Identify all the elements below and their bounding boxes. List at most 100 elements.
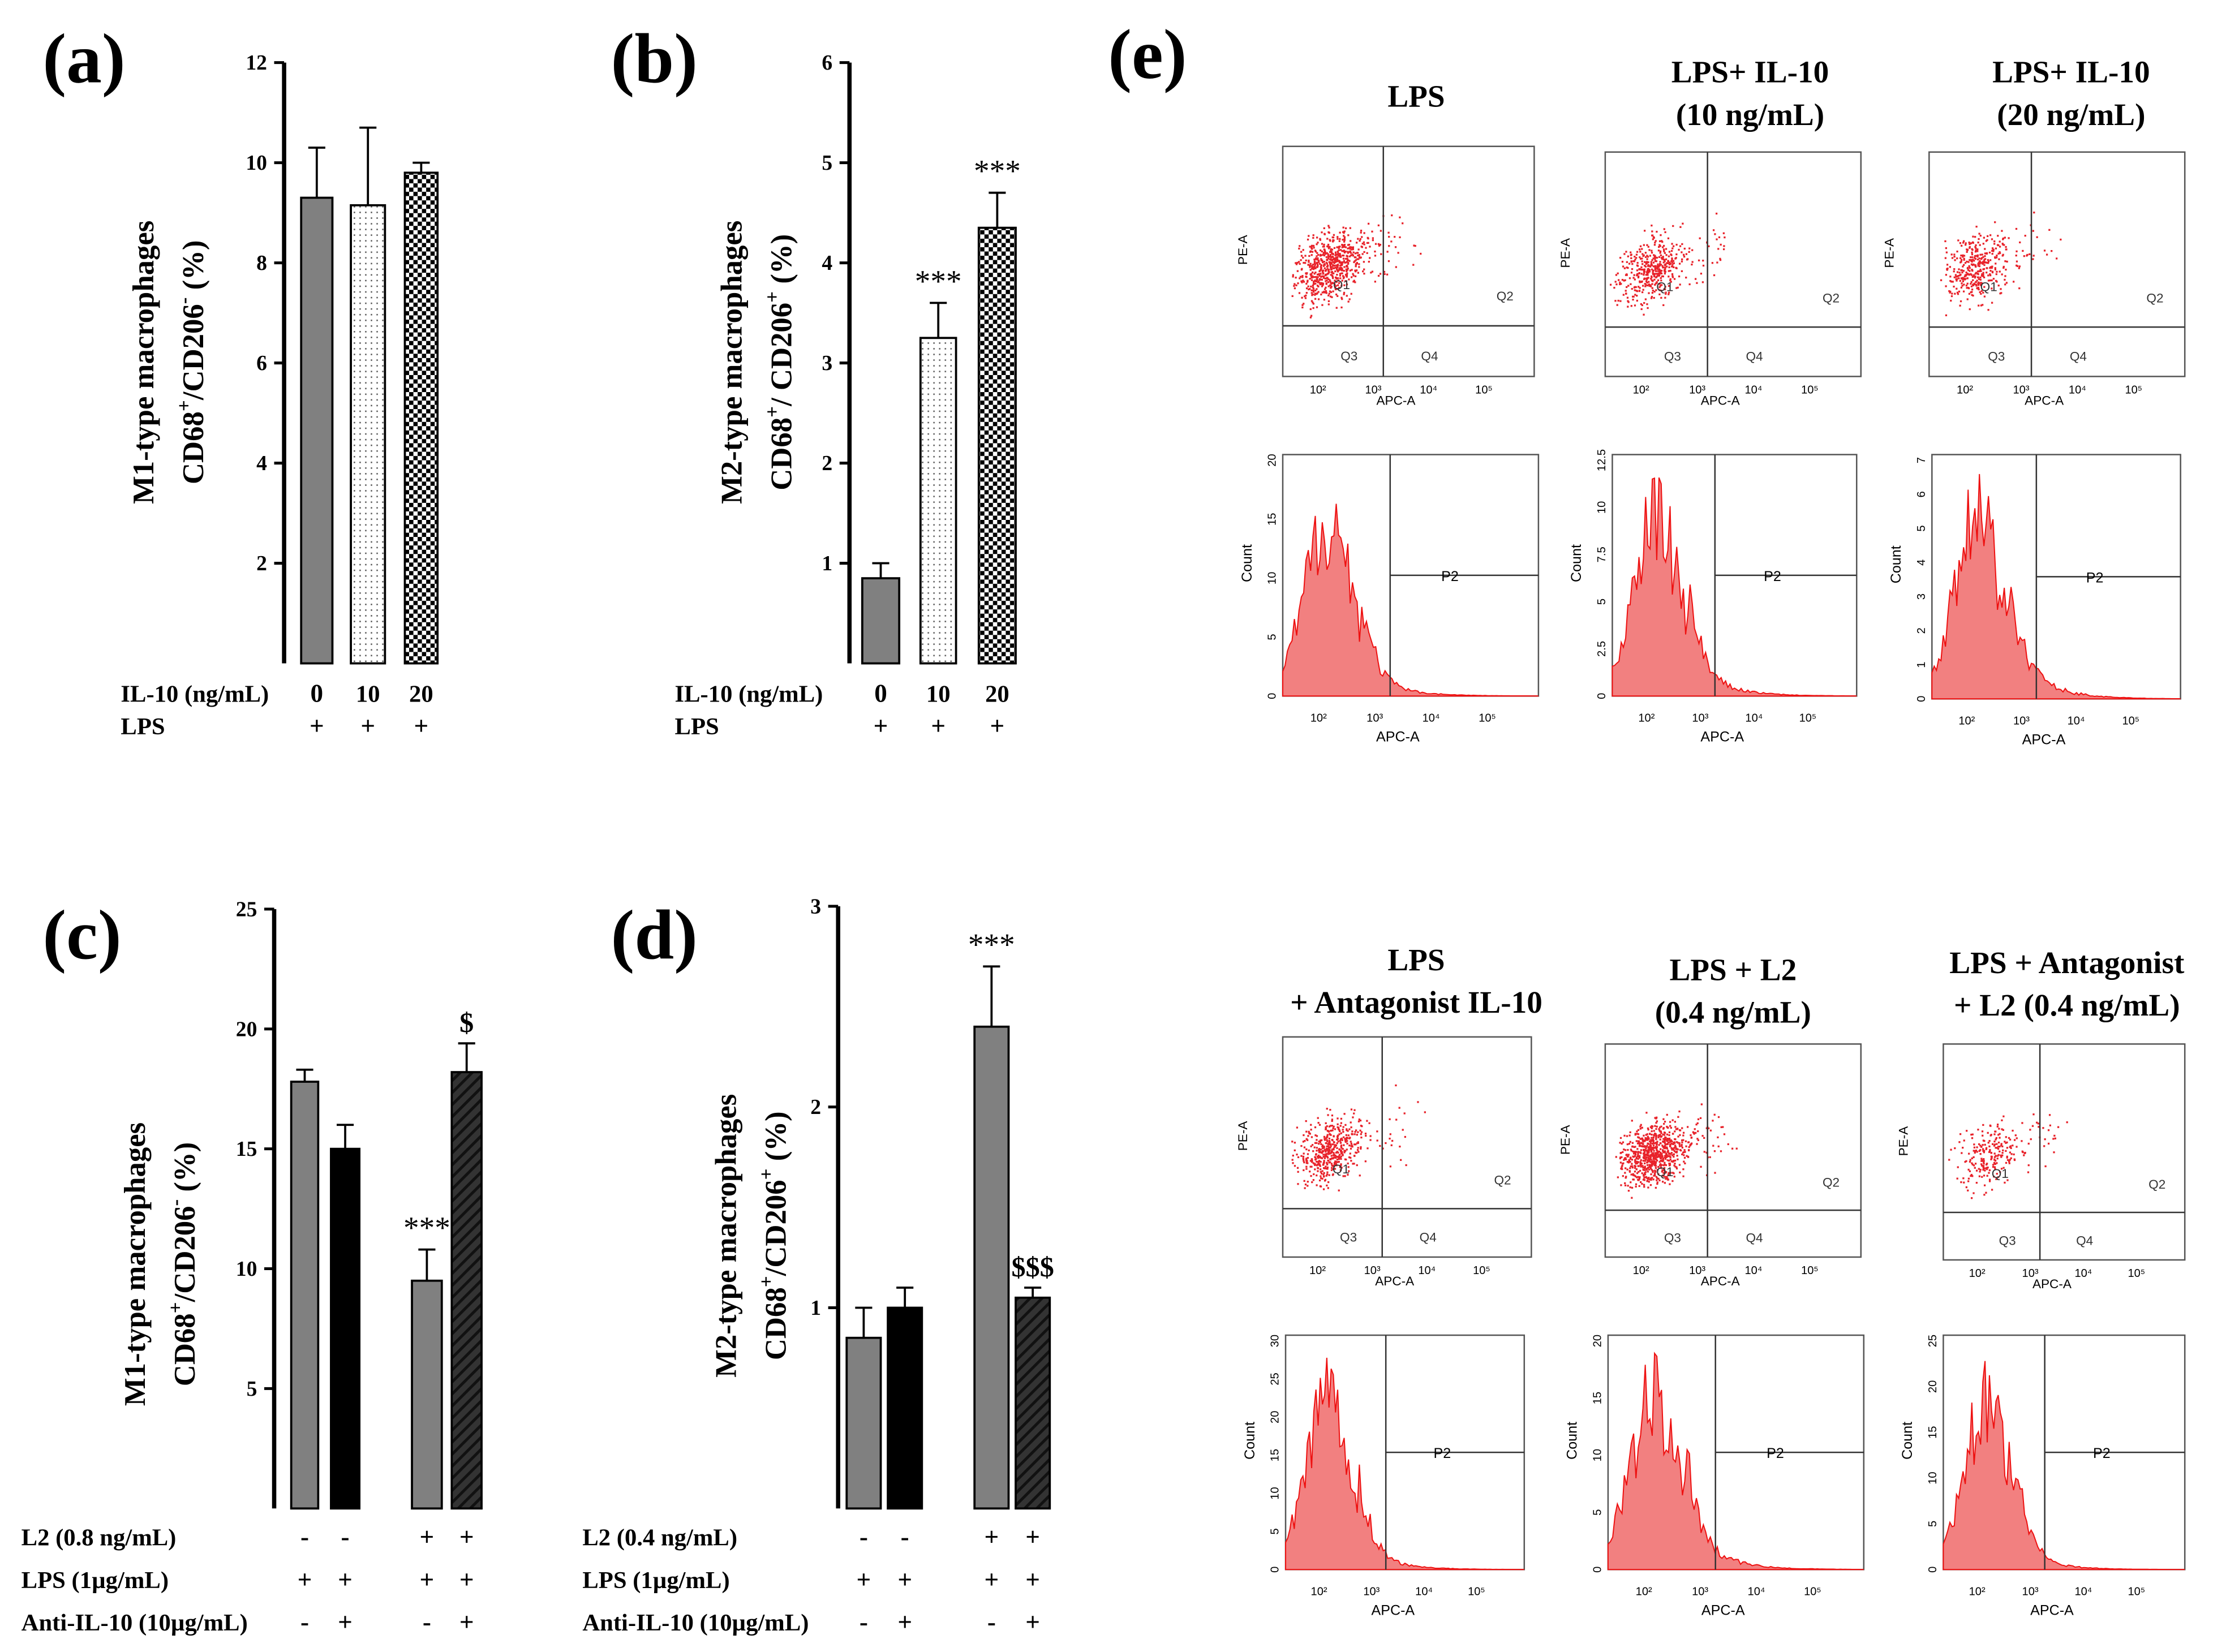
event-dot bbox=[1656, 1182, 1658, 1185]
event-dot bbox=[1695, 1123, 1698, 1126]
event-dot bbox=[1666, 1177, 1669, 1180]
event-dot bbox=[1653, 1130, 1655, 1132]
event-dot bbox=[1318, 1124, 1321, 1126]
event-dot bbox=[1318, 1164, 1321, 1166]
event-dot bbox=[1983, 1150, 1986, 1152]
event-dot bbox=[1652, 1142, 1655, 1145]
event-dot bbox=[1983, 286, 1986, 288]
event-dot bbox=[1641, 253, 1644, 255]
event-dot bbox=[1968, 292, 1971, 295]
event-dot bbox=[1975, 249, 1977, 252]
event-dot bbox=[1678, 1164, 1681, 1166]
event-dot bbox=[1630, 272, 1633, 274]
event-dot bbox=[1312, 276, 1314, 278]
event-dot bbox=[1307, 281, 1309, 283]
event-dot bbox=[1664, 1176, 1666, 1178]
event-dot bbox=[1639, 251, 1641, 253]
y-tick-label: 30 bbox=[1269, 1335, 1281, 1347]
event-dot bbox=[1977, 1129, 1979, 1131]
event-dot bbox=[1987, 260, 1990, 263]
treatment-value: + bbox=[1025, 1608, 1040, 1636]
event-dot bbox=[2018, 267, 2020, 269]
event-dot bbox=[1336, 1158, 1339, 1161]
event-dot bbox=[1970, 1173, 1973, 1176]
event-dot bbox=[1325, 1175, 1327, 1177]
event-dot bbox=[1630, 257, 1632, 260]
event-dot bbox=[1655, 1156, 1657, 1159]
event-dot bbox=[1639, 1169, 1641, 1172]
event-dot bbox=[1329, 1158, 1331, 1160]
y-label-part: (%) bbox=[765, 234, 798, 291]
event-dot bbox=[1683, 1160, 1685, 1163]
event-dot bbox=[1297, 261, 1300, 263]
event-dot bbox=[1329, 1142, 1331, 1144]
event-dot bbox=[1630, 260, 1632, 263]
event-dot bbox=[1647, 307, 1649, 309]
event-dot bbox=[1316, 1174, 1318, 1177]
quadrant-label: Q3 bbox=[1999, 1233, 2016, 1247]
event-dot bbox=[1335, 1164, 1338, 1167]
event-dot bbox=[1322, 1188, 1325, 1190]
event-dot bbox=[2032, 230, 2034, 232]
event-dot bbox=[1311, 1181, 1313, 1184]
event-dot bbox=[1619, 283, 1621, 286]
event-dot bbox=[1642, 289, 1644, 291]
event-dot bbox=[1683, 1151, 1685, 1153]
event-dot bbox=[1337, 1161, 1339, 1163]
event-dot bbox=[1320, 1151, 1322, 1154]
event-dot bbox=[1316, 1142, 1318, 1144]
event-dot bbox=[1699, 237, 1701, 239]
event-dot bbox=[1644, 283, 1646, 285]
event-dot bbox=[1958, 277, 1960, 279]
event-dot bbox=[1305, 1165, 1308, 1168]
event-dot bbox=[1655, 1138, 1657, 1141]
quadrant-label: Q1 bbox=[1333, 1162, 1350, 1176]
event-dot bbox=[1668, 255, 1670, 257]
event-dot bbox=[1673, 1153, 1675, 1155]
event-dot bbox=[1340, 1155, 1342, 1158]
event-dot bbox=[1656, 1143, 1658, 1146]
y-tick-label: 3 bbox=[822, 351, 832, 375]
event-dot bbox=[1358, 256, 1361, 259]
event-dot bbox=[1995, 263, 1997, 265]
event-dot bbox=[1338, 282, 1340, 284]
event-dot bbox=[1360, 229, 1363, 232]
y-tick-label: 20 bbox=[1269, 1411, 1281, 1423]
event-dot bbox=[1317, 1170, 1319, 1172]
event-dot bbox=[1363, 251, 1365, 253]
event-dot bbox=[1359, 239, 1361, 242]
event-dot bbox=[1335, 1151, 1338, 1154]
x-tick-label: 10⁴ bbox=[1423, 712, 1440, 724]
event-dot bbox=[2004, 260, 2006, 263]
event-dot bbox=[1647, 256, 1649, 258]
y-label-part: CD68 bbox=[765, 418, 798, 491]
event-dot bbox=[1681, 243, 1683, 246]
event-dot bbox=[1669, 1156, 1671, 1159]
event-dot bbox=[1335, 253, 1337, 255]
event-dot bbox=[1637, 1133, 1640, 1135]
event-dot bbox=[1949, 276, 1952, 278]
event-dot bbox=[1316, 1160, 1318, 1163]
event-dot bbox=[1647, 1148, 1649, 1151]
event-dot bbox=[1327, 1147, 1330, 1150]
event-dot bbox=[1321, 304, 1323, 306]
event-dot bbox=[1651, 1165, 1653, 1167]
event-dot bbox=[1653, 1150, 1655, 1152]
sample-title: LPS+ IL-10 bbox=[1992, 55, 2150, 89]
event-dot bbox=[1642, 1145, 1644, 1147]
event-dot bbox=[1617, 279, 1620, 281]
event-dot bbox=[1652, 289, 1654, 292]
event-dot bbox=[1352, 251, 1355, 253]
event-dot bbox=[1313, 1146, 1316, 1148]
event-dot bbox=[1974, 251, 1977, 253]
event-dot bbox=[1343, 243, 1346, 246]
event-dot bbox=[1982, 275, 1984, 277]
event-dot bbox=[2021, 1140, 2023, 1142]
x-tick-label: 10⁵ bbox=[2122, 715, 2139, 727]
significance-marker: *** bbox=[403, 1211, 450, 1245]
event-dot bbox=[1700, 1165, 1702, 1168]
event-dot bbox=[1348, 1170, 1350, 1172]
event-dot bbox=[1650, 278, 1652, 280]
event-dot bbox=[1951, 292, 1953, 295]
event-dot bbox=[1330, 287, 1332, 289]
